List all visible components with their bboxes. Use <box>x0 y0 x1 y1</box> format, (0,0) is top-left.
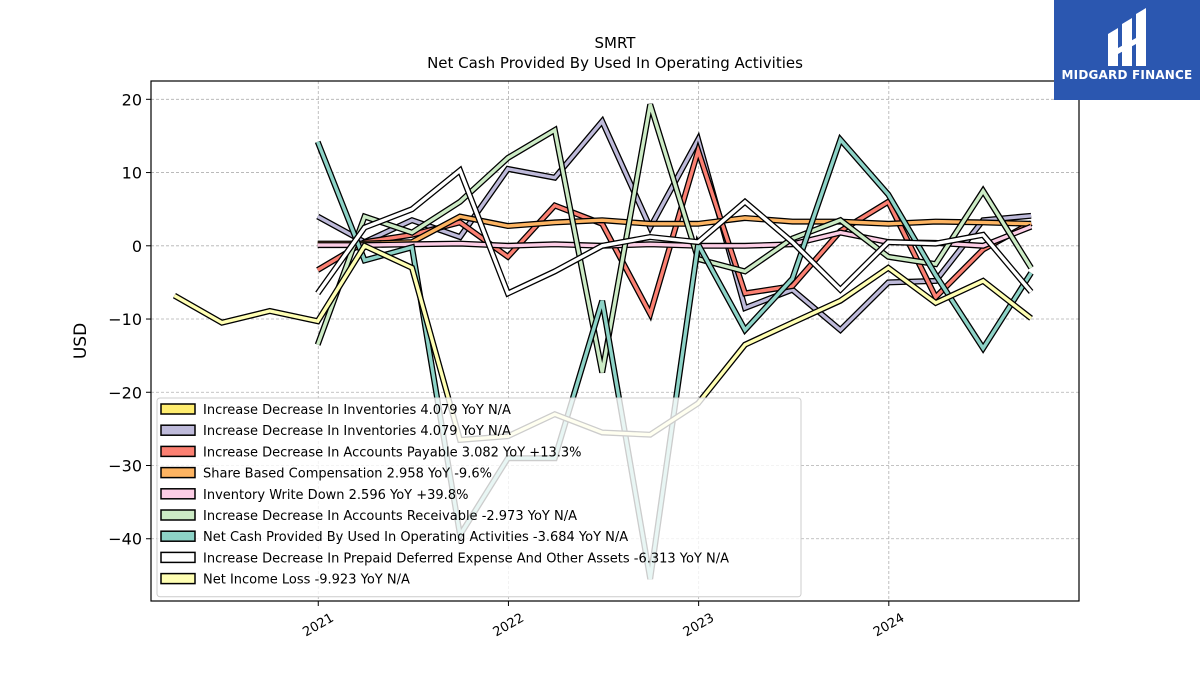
legend-label: Inventory Write Down 2.596 YoY +39.8% <box>203 488 468 503</box>
legend-box <box>156 397 802 598</box>
legend-swatch <box>160 445 196 458</box>
y-tick-label: 10 <box>122 164 142 183</box>
legend-label: Share Based Compensation 2.958 YoY -9.6% <box>203 467 492 482</box>
x-tick-label: 2021 <box>300 611 336 641</box>
legend-swatch <box>160 403 196 415</box>
x-tick-label: 2023 <box>681 611 717 641</box>
brand-logo: MIDGARD FINANCE <box>1054 0 1200 100</box>
chart-title: SMRT <box>595 34 637 52</box>
legend-swatch <box>160 509 196 521</box>
chart-subtitle: Net Cash Provided By Used In Operating A… <box>427 54 803 72</box>
legend-swatch <box>160 424 196 436</box>
legend-label: Net Income Loss -9.923 YoY N/A <box>203 573 410 588</box>
legend: Increase Decrease In Inventories 4.079 Y… <box>156 397 802 598</box>
series-line <box>317 214 1032 246</box>
legend-swatch <box>160 488 196 500</box>
y-tick-label: 0 <box>132 237 142 256</box>
series-line <box>316 167 1033 296</box>
y-tick-label: 20 <box>122 90 142 109</box>
legend-label: Increase Decrease In Inventories 4.079 Y… <box>203 424 511 439</box>
plot-frame <box>150 80 1080 602</box>
legend-label: Increase Decrease In Accounts Receivable… <box>203 509 577 524</box>
y-tick-label: −20 <box>108 383 142 402</box>
legend-label: Increase Decrease In Prepaid Deferred Ex… <box>203 551 729 566</box>
series-lines <box>172 103 1034 580</box>
x-tick-label: 2024 <box>871 611 907 641</box>
y-tick-label: −40 <box>108 530 142 549</box>
legend-swatch <box>160 466 196 479</box>
y-axis-label: USD <box>71 323 91 359</box>
legend-swatch <box>160 572 196 585</box>
brand-name: MIDGARD FINANCE <box>1061 68 1193 82</box>
legend-label: Increase Decrease In Accounts Payable 3.… <box>203 445 582 460</box>
series-line <box>316 103 1033 373</box>
midgard-logo-icon <box>1108 8 1146 66</box>
legend-label: Increase Decrease In Inventories 4.079 Y… <box>203 403 511 418</box>
legend-swatch <box>160 530 196 542</box>
y-tick-label: −10 <box>108 310 142 329</box>
y-tick-label: −30 <box>108 457 142 476</box>
legend-swatch <box>160 551 196 564</box>
x-tick-label: 2022 <box>491 611 527 641</box>
legend-label: Net Cash Provided By Used In Operating A… <box>203 530 628 545</box>
